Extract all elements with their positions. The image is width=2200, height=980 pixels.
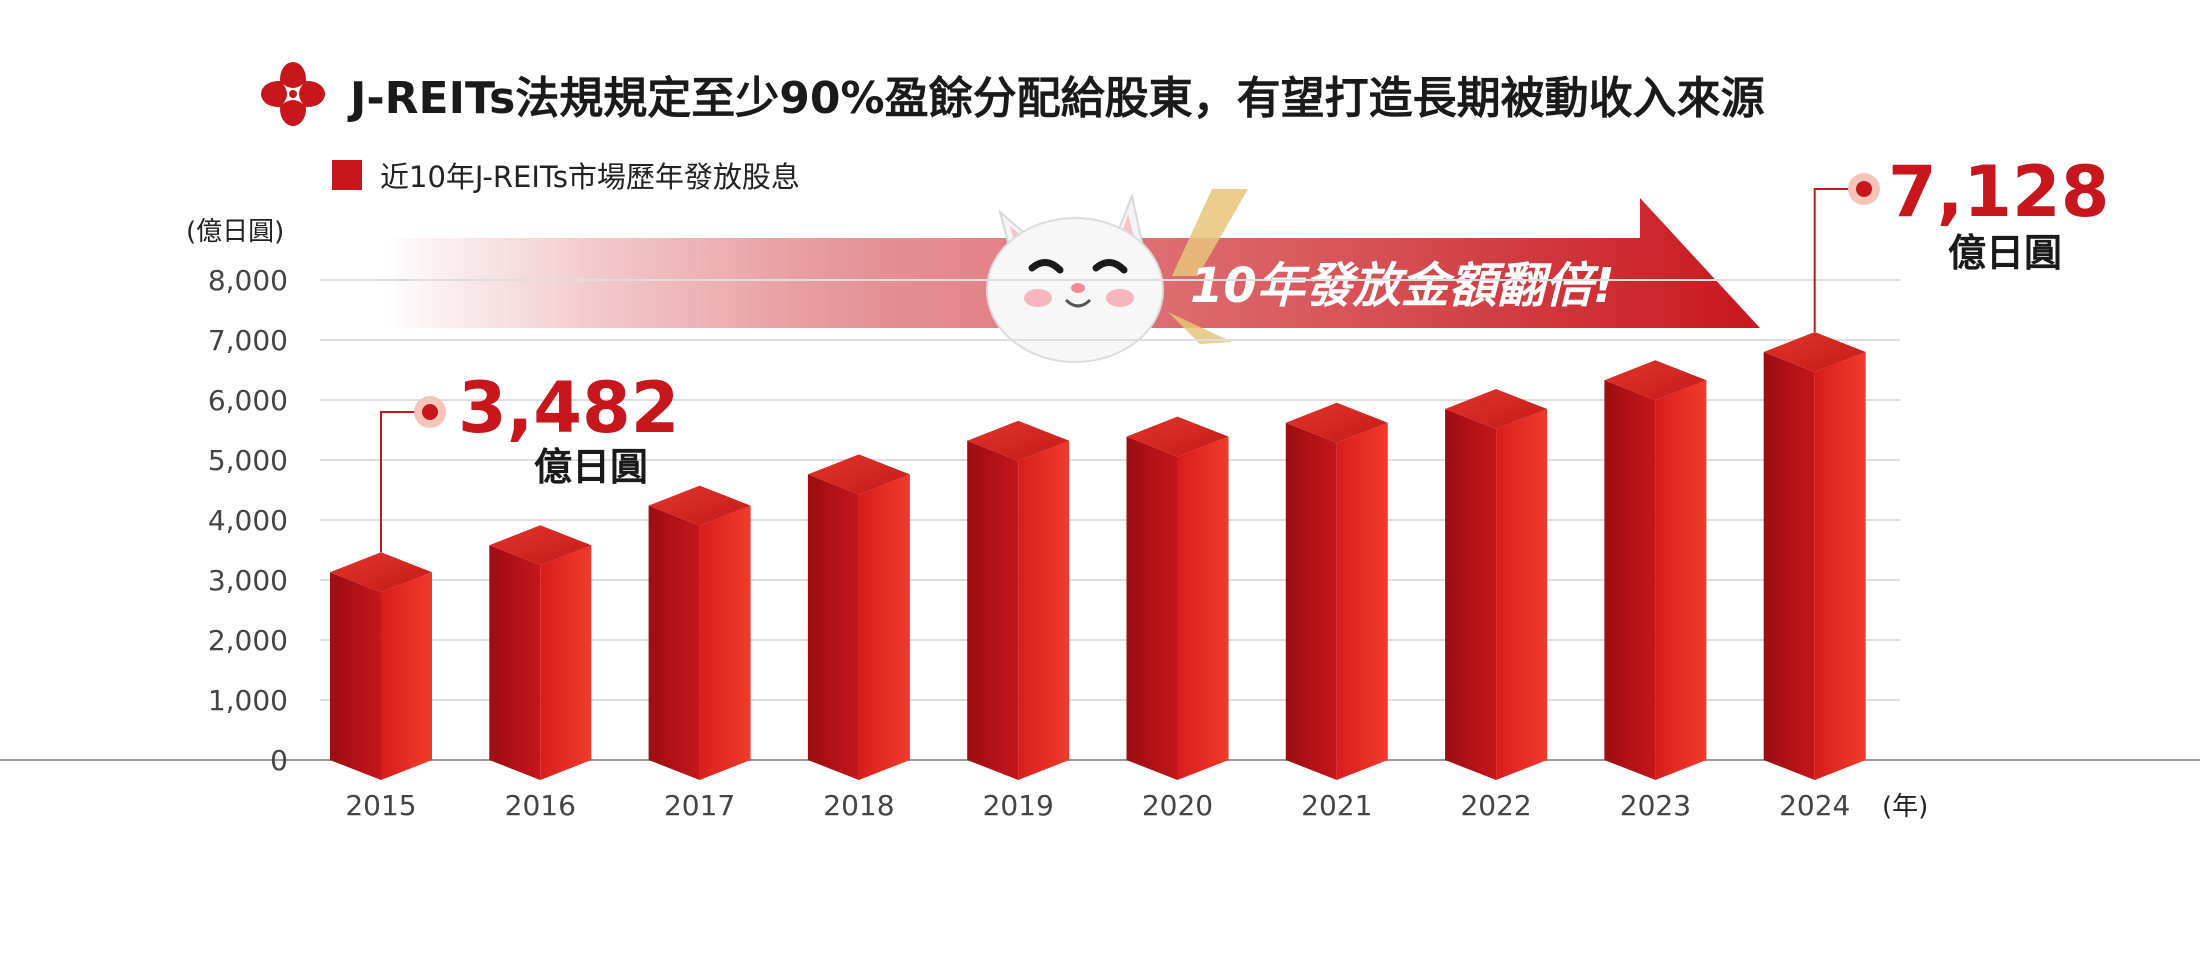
y-axis-label: (億日圓) — [186, 217, 284, 247]
x-tick-label: 2016 — [505, 789, 576, 822]
x-tick-label: 2021 — [1301, 789, 1372, 822]
bar-right-face — [1814, 352, 1866, 780]
y-tick-label: 7,000 — [208, 324, 288, 357]
y-tick-label: 4,000 — [208, 504, 288, 537]
callout-value: 3,482 — [458, 367, 679, 449]
title-row: J-REITs法規規定至少90%盈餘分配給股東，有望打造長期被動收入來源 — [258, 58, 1765, 130]
legend-label: 近10年J-REITs市場歷年發放股息 — [380, 160, 800, 194]
y-tick-label: 0 — [270, 744, 288, 777]
callout-leader-line — [380, 411, 430, 553]
bar-left-face — [1763, 352, 1815, 780]
x-tick-label: 2023 — [1620, 789, 1691, 822]
bar-right-face — [699, 505, 751, 780]
bar-right-face — [1018, 440, 1070, 780]
x-tick-label: 2020 — [1142, 789, 1213, 822]
bar — [489, 525, 592, 780]
x-tick-label: 2022 — [1460, 789, 1531, 822]
bar-left-face — [807, 474, 859, 780]
bar-right-face — [1177, 436, 1229, 780]
callout-dot — [422, 404, 438, 420]
bar-right-face — [1336, 422, 1388, 780]
bar-left-face — [967, 440, 1019, 780]
bars — [330, 332, 1866, 780]
y-axis: 0 1,000 2,000 3,000 4,000 5,000 6,000 7,000 8,00… — [208, 264, 288, 777]
callout-value: 7,128 — [1888, 151, 2109, 233]
bar — [1285, 402, 1388, 780]
bar — [1126, 416, 1229, 780]
callout-leader-line — [1813, 188, 1864, 332]
callout-dot — [1856, 181, 1872, 197]
bar-left-face — [648, 505, 700, 780]
legend-swatch — [332, 160, 362, 190]
bar-right-face — [1655, 380, 1707, 780]
banner-text: 10年發放金額翻倍! — [1190, 258, 1615, 314]
x-axis: 2015 2016 2017 2018 2019 2020 2021 2022 2023 2024 — [345, 789, 1850, 822]
bar — [1604, 360, 1707, 780]
bar-top-face — [967, 420, 1070, 461]
bar-left-face — [1604, 380, 1656, 780]
callout-unit: 億日圓 — [534, 445, 648, 489]
bar-top-face — [330, 552, 432, 593]
bar-top-face — [1604, 360, 1707, 401]
bar-right-face — [1496, 409, 1548, 780]
y-tick-label: 8,000 — [208, 264, 288, 297]
bar-left-face — [489, 545, 541, 780]
x-tick-label: 2017 — [664, 789, 735, 822]
bar — [648, 485, 751, 780]
bar-right-face — [540, 545, 592, 780]
y-tick-label: 1,000 — [208, 684, 288, 717]
bar-left-face — [1285, 422, 1337, 780]
y-tick-label: 5,000 — [208, 444, 288, 477]
bar — [807, 454, 910, 780]
bar-left-face — [1126, 436, 1178, 780]
bar-top-face — [489, 525, 592, 566]
bar — [1763, 332, 1866, 780]
y-tick-label: 6,000 — [208, 384, 288, 417]
bar — [967, 420, 1070, 780]
bar-top-face — [1285, 402, 1388, 443]
y-tick-label: 2,000 — [208, 624, 288, 657]
y-tick-label: 3,000 — [208, 564, 288, 597]
bar-top-face — [1126, 416, 1229, 457]
callout-unit: 億日圓 — [1948, 231, 2062, 275]
x-tick-label: 2019 — [983, 789, 1054, 822]
bar — [330, 552, 432, 780]
white-cat-mascot-icon — [986, 192, 1164, 363]
x-axis-label: (年) — [1882, 792, 1928, 822]
bar-top-face — [1445, 389, 1548, 429]
legend: 近10年J-REITs市場歷年發放股息 — [332, 154, 800, 196]
bar-top-face — [1763, 332, 1866, 372]
bar-top-face — [648, 485, 751, 526]
bar-right-face — [858, 474, 910, 780]
bar-left-face — [330, 572, 381, 780]
x-tick-label: 2018 — [823, 789, 894, 822]
x-tick-label: 2015 — [345, 789, 416, 822]
bar-right-face — [381, 572, 432, 780]
bar-left-face — [1445, 409, 1497, 780]
x-tick-label: 2024 — [1779, 789, 1850, 822]
bar — [1445, 389, 1548, 780]
chart-title: J-REITs法規規定至少90%盈餘分配給股東，有望打造長期被動收入來源 — [350, 73, 1765, 124]
red-flower-logo-icon — [261, 62, 325, 126]
bar-top-face — [807, 454, 910, 495]
